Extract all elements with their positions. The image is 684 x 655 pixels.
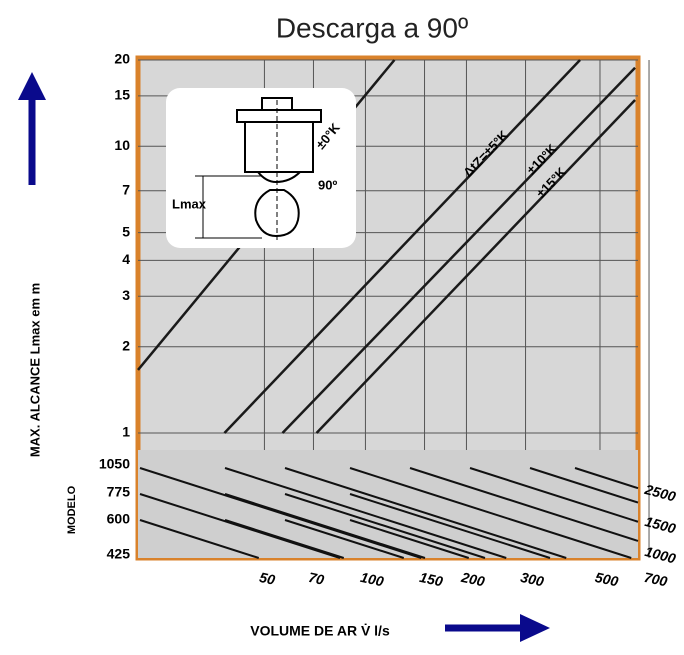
x-tick-label: 500 [594, 569, 620, 590]
model-right-label: 1500 [643, 513, 677, 537]
y-tick-label: 20 [114, 51, 130, 67]
x-tick-label: 100 [359, 569, 385, 590]
y-tick-label: 1 [122, 424, 130, 440]
inset: Lmax 90º [166, 88, 356, 248]
x-tick-label: 70 [307, 569, 326, 588]
lower-bg [138, 450, 638, 558]
y-tick-label: 2 [122, 337, 130, 353]
model-right-label: 1000 [643, 543, 677, 567]
lower-axis-label: MODELO [66, 485, 78, 534]
x-tick-label: 700 [643, 569, 669, 590]
x-axis-label: VOLUME DE AR V̇ l/s [250, 623, 390, 639]
x-tick-label: 50 [258, 569, 277, 588]
model-label: 600 [107, 511, 131, 527]
y-axis-label: MAX. ALCANCE Lmax em m [27, 283, 42, 457]
lower-panel [138, 450, 638, 558]
model-right-label: 2500 [642, 481, 677, 505]
up-arrow [18, 72, 46, 185]
model-label: 1050 [99, 456, 130, 472]
x-tick-label: 300 [519, 569, 545, 590]
y-tick-label: 15 [114, 87, 130, 103]
y-tick-label: 10 [114, 137, 130, 153]
model-label: 775 [107, 484, 131, 500]
chart-title: Descarga a 90º [276, 12, 468, 43]
y-tick-label: 7 [122, 181, 130, 197]
chart: Descarga a 90º MAX. ALCANCE Lmax em m VO… [0, 0, 684, 650]
y-tick-label: 5 [122, 223, 130, 239]
x-tick-label: 150 [418, 569, 444, 590]
y-tick-label: 3 [122, 287, 130, 303]
inset-angle: 90º [318, 177, 337, 192]
model-label: 425 [107, 546, 131, 562]
y-tick-label: 4 [122, 251, 130, 267]
x-tick-label: 200 [459, 569, 486, 590]
inset-lmax: Lmax [172, 196, 207, 211]
right-arrow [445, 614, 550, 642]
